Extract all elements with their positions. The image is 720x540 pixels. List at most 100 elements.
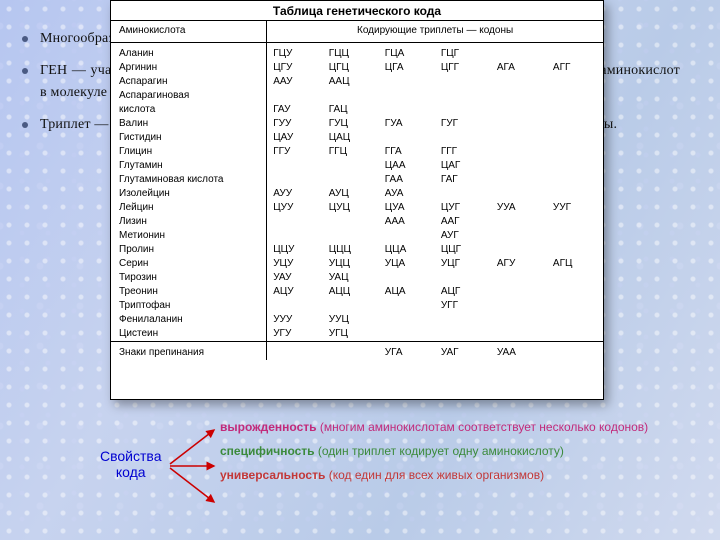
codon-cell: ГУА [379,117,435,131]
codon-cell: УАУ [267,271,323,285]
stop-codon: УГА [379,342,435,361]
table-row: Глутаминовая кислотаГААГАГ [111,173,603,187]
codon-cell [435,187,491,201]
amino-acid-cell: кислота [111,103,267,117]
amino-acid-cell: Аспарагиновая [111,89,267,103]
codon-cell: ЦАУ [267,131,323,145]
codon-cell [491,285,547,299]
genetic-code-table: Таблица генетического кода Аминокислота … [110,0,604,400]
property-universality: универсальность (код един для всех живых… [220,468,648,483]
codon-cell [491,43,547,62]
codon-cell [491,159,547,173]
codon-cell: АГА [491,61,547,75]
codon-cell: УУА [491,201,547,215]
bullet-dot [22,68,28,74]
codon-cell: АЦУ [267,285,323,299]
property-specificity: специфичность (один триплет кодирует одн… [220,444,648,459]
codon-cell [491,145,547,159]
codon-cell [379,75,435,89]
codon-cell: УУЦ [323,313,379,327]
codon-cell [379,313,435,327]
codon-cell: АУЦ [323,187,379,201]
amino-acid-cell: Аспарагин [111,75,267,89]
codon-cell [491,215,547,229]
codon-cell: ААГ [435,215,491,229]
codon-cell: УЦГ [435,257,491,271]
codon-cell: АУГ [435,229,491,243]
codon-cell [491,243,547,257]
codon-cell: ГУУ [267,117,323,131]
codon-cell: ЦЦА [379,243,435,257]
codon-cell [379,299,435,313]
table-row: ТирозинУАУУАЦ [111,271,603,285]
codon-cell [491,229,547,243]
codon-cell [323,89,379,103]
codon-cell [547,89,603,103]
property-term: вырожденность [220,420,317,434]
codon-cell [547,299,603,313]
codon-cell [547,229,603,243]
codon-cell [491,299,547,313]
amino-acid-cell: Аланин [111,43,267,62]
codon-cell: ЦАЦ [323,131,379,145]
codon-cell [547,327,603,342]
codon-cell: УЦА [379,257,435,271]
table-row: АргининЦГУЦГЦЦГАЦГГАГААГГ [111,61,603,75]
codon-cell: ЦЦУ [267,243,323,257]
bullet-dot [22,36,28,42]
codon-cell [379,327,435,342]
table-row: ЛейцинЦУУЦУЦЦУАЦУГУУАУУГ [111,201,603,215]
codon-cell: УГГ [435,299,491,313]
table-row: ПролинЦЦУЦЦЦЦЦАЦЦГ [111,243,603,257]
codon-cell [491,89,547,103]
table-row: ИзолейцинАУУАУЦАУА [111,187,603,201]
amino-acid-cell: Треонин [111,285,267,299]
table-row: кислотаГАУГАЦ [111,103,603,117]
codon-cell [323,173,379,187]
codon-cell [267,173,323,187]
codon-cell [491,327,547,342]
codon-cell [491,313,547,327]
amino-acid-cell: Гистидин [111,131,267,145]
codon-cell [435,103,491,117]
property-degeneracy: вырожденность (многим аминокислотам соот… [220,420,648,435]
codon-cell [435,131,491,145]
codon-cell [547,131,603,145]
codon-cell: ЦГГ [435,61,491,75]
amino-acid-cell: Цистеин [111,327,267,342]
codon-cell: ЦГА [379,61,435,75]
table-row: СеринУЦУУЦЦУЦАУЦГАГУАГЦ [111,257,603,271]
codon-cell: УГЦ [323,327,379,342]
codon-cell [379,89,435,103]
stop-codon: УАА [491,342,547,361]
codon-cell [547,103,603,117]
codon-cell: ЦГУ [267,61,323,75]
property-lines: вырожденность (многим аминокислотам соот… [220,420,648,492]
codon-cell [267,215,323,229]
codon-cell: ГЦГ [435,43,491,62]
codon-cell [267,89,323,103]
codon-cell [547,215,603,229]
codon-cell: ЦАА [379,159,435,173]
codon-cell: УЦЦ [323,257,379,271]
codon-cell [435,327,491,342]
codon-cell [435,89,491,103]
codon-cell: ААА [379,215,435,229]
amino-acid-cell: Глутамин [111,159,267,173]
property-term: универсальность [220,468,325,482]
table-row: АланинГЦУГЦЦГЦАГЦГ [111,43,603,62]
stop-label: Знаки препинания [111,342,267,361]
codon-cell: УГУ [267,327,323,342]
codon-cell [267,159,323,173]
amino-acid-cell: Лейцин [111,201,267,215]
codon-cell: АГУ [491,257,547,271]
codon-cell: ГУЦ [323,117,379,131]
codon-cell: ЦГЦ [323,61,379,75]
codon-cell [267,299,323,313]
properties-label: Свойства кода [100,448,161,480]
codon-cell: ГГА [379,145,435,159]
codon-cell: ЦАГ [435,159,491,173]
codon-cell [547,243,603,257]
codon-cell: ГАЦ [323,103,379,117]
codon-cell [547,173,603,187]
